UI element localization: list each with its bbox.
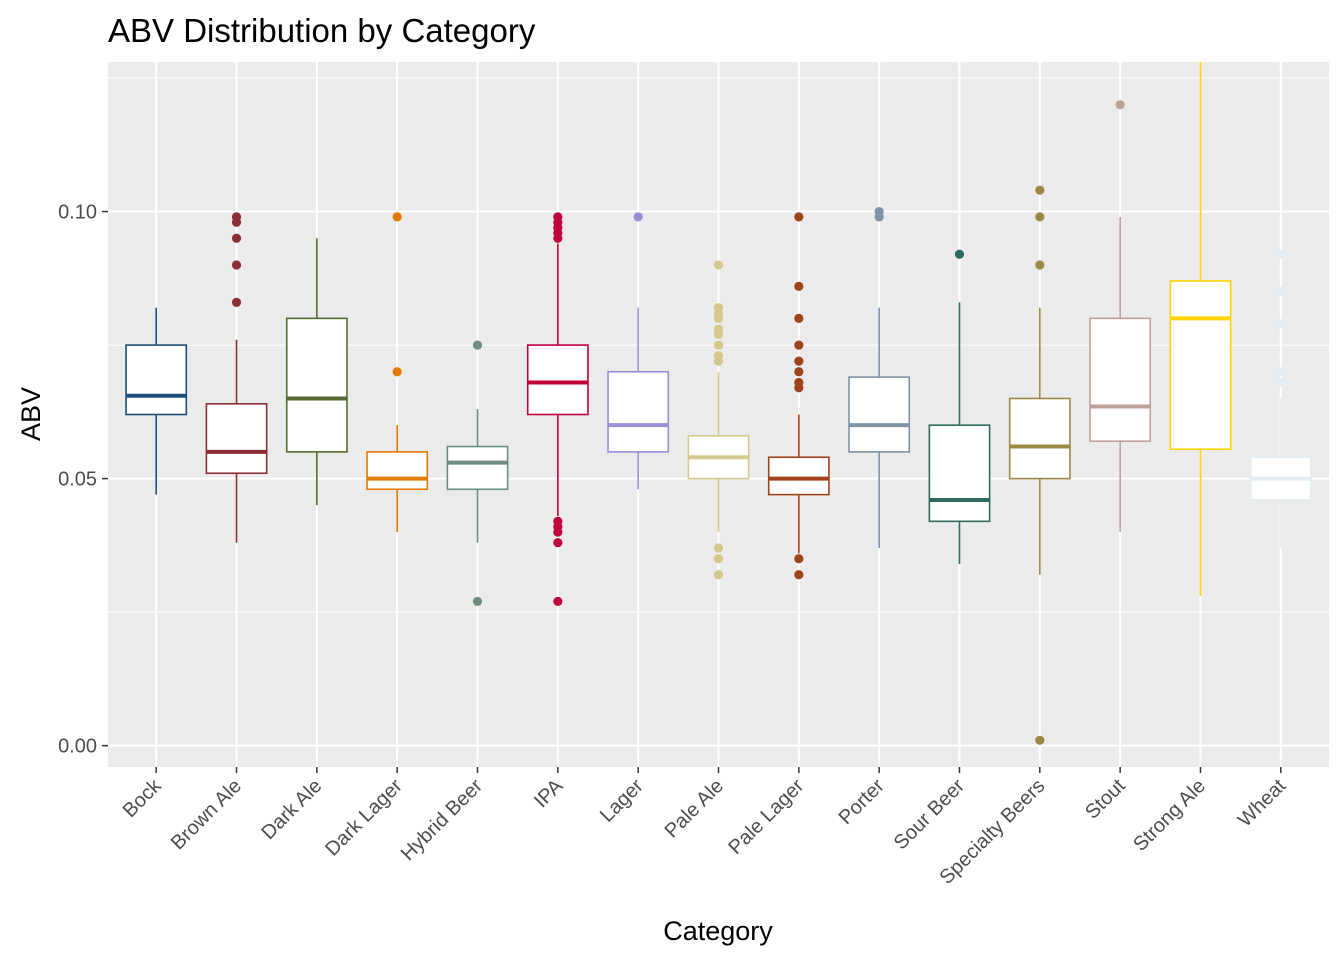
outlier-point: [553, 516, 563, 526]
x-tick-label: Pale Lager: [724, 775, 808, 859]
outlier-point: [794, 313, 804, 323]
box-sour-beer: [928, 249, 991, 565]
box-specialty-beers: [1008, 185, 1071, 745]
outlier-point: [1276, 319, 1286, 329]
box-brown-ale: [205, 212, 268, 543]
x-tick-label: IPA: [530, 775, 568, 813]
box-lager: [607, 212, 670, 490]
box-series: [125, 62, 1312, 745]
y-tick-label: 0.05: [58, 469, 97, 491]
outlier-point: [1276, 367, 1286, 377]
y-tick-label: 0.10: [58, 202, 97, 224]
outlier-point: [231, 260, 242, 270]
box-dark-ale: [285, 238, 348, 506]
iqr-box: [1169, 280, 1232, 451]
outlier-point: [713, 570, 724, 580]
outlier-point: [231, 212, 242, 222]
outlier-point: [231, 233, 242, 243]
box-ipa: [526, 212, 589, 607]
outlier-point: [794, 570, 804, 580]
outlier-point: [553, 596, 563, 607]
outlier-point: [1115, 100, 1125, 110]
iqr-box: [125, 344, 188, 416]
outlier-point: [633, 212, 643, 222]
outlier-point: [794, 212, 804, 222]
outlier-point: [794, 340, 804, 350]
outlier-point: [553, 538, 563, 548]
y-axis: 0.00 0.05 0.10: [58, 202, 108, 758]
x-tick-label: Strong Ale: [1129, 775, 1210, 856]
box-pale-lager: [767, 212, 830, 580]
x-tick-label: Stout: [1081, 775, 1130, 824]
outlier-point: [713, 303, 724, 313]
outlier-point: [713, 260, 724, 270]
outlier-point: [1276, 377, 1286, 388]
x-axis-title: Category: [663, 916, 773, 946]
outlier-point: [954, 249, 965, 259]
iqr-box: [848, 376, 911, 453]
outlier-point: [1035, 212, 1045, 222]
box-porter: [848, 206, 911, 549]
x-tick-label: Dark Lager: [321, 775, 407, 861]
iqr-box: [526, 344, 589, 416]
x-tick-label: Sour Beer: [890, 775, 969, 854]
outlier-point: [713, 543, 724, 553]
outlier-point: [1035, 260, 1045, 270]
outlier-point: [794, 281, 804, 291]
x-tick-label: Porter: [835, 775, 889, 829]
x-tick-label: Hybrid Beer: [397, 775, 487, 865]
outlier-point: [713, 351, 724, 361]
outlier-point: [713, 340, 724, 350]
x-tick-label: Lager: [596, 775, 648, 827]
iqr-box: [285, 317, 348, 453]
x-tick-label: Brown Ale: [167, 775, 246, 854]
outlier-point: [1276, 249, 1286, 259]
chart-title: ABV Distribution by Category: [108, 12, 536, 49]
box-strong-ale: [1169, 62, 1232, 597]
box-wheat: [1249, 249, 1312, 549]
outlier-point: [794, 356, 804, 366]
iqr-box: [607, 370, 670, 453]
iqr-box: [366, 451, 429, 491]
outlier-point: [472, 340, 483, 350]
y-tick-label: 0.00: [58, 736, 97, 758]
x-tick-label: Wheat: [1234, 775, 1291, 832]
outlier-point: [553, 212, 563, 222]
iqr-box: [1089, 317, 1152, 443]
outlier-point: [713, 554, 724, 564]
outlier-point: [794, 554, 804, 564]
outlier-point: [794, 377, 804, 388]
outlier-point: [874, 206, 884, 217]
outlier-point: [1276, 287, 1286, 297]
outlier-point: [1035, 185, 1045, 195]
x-tick-label: Bock: [119, 774, 167, 822]
box-bock: [125, 307, 188, 495]
iqr-box: [1008, 397, 1071, 480]
iqr-box: [205, 403, 268, 475]
box-stout: [1089, 100, 1152, 532]
iqr-box: [928, 424, 991, 523]
y-axis-title: ABV: [16, 387, 46, 441]
iqr-box: [446, 445, 509, 491]
iqr-box: [767, 456, 830, 496]
x-tick-label: Dark Ale: [257, 775, 326, 844]
outlier-point: [231, 297, 242, 307]
box-dark-lager: [366, 212, 429, 532]
outlier-point: [1035, 735, 1045, 745]
x-tick-label: Pale Ale: [661, 775, 728, 842]
outlier-point: [472, 596, 483, 607]
outlier-point: [794, 367, 804, 377]
box-hybrid-beer: [446, 340, 509, 607]
outlier-point: [392, 367, 402, 377]
outlier-point: [392, 212, 402, 222]
outlier-point: [713, 324, 724, 334]
box-pale-ale: [687, 260, 750, 580]
